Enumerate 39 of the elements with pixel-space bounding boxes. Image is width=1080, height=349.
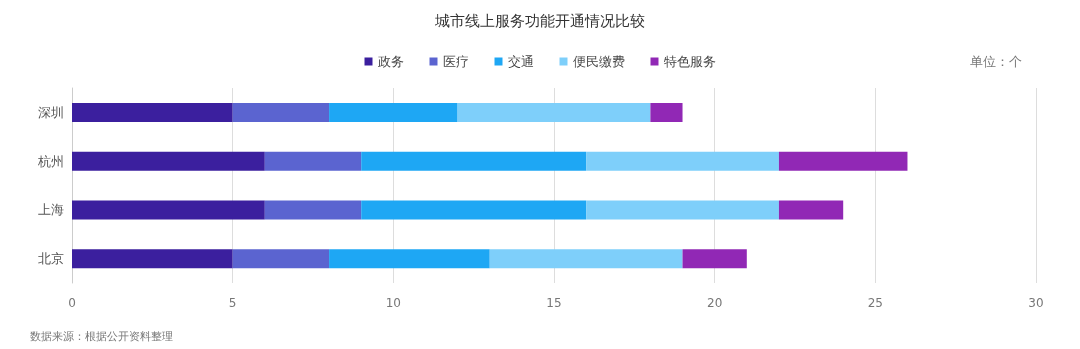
text: 单位：个 (970, 54, 1022, 69)
legend-label: 医疗 (442, 54, 469, 69)
bar (72, 151, 265, 171)
bar (329, 249, 490, 269)
bar (778, 151, 908, 171)
x-tick-label: 10 (385, 296, 401, 310)
bar (232, 249, 330, 269)
chart-title: 城市线上服务功能开通情况比较 (434, 11, 645, 30)
bar (264, 200, 362, 220)
bar (232, 102, 330, 122)
bar (361, 151, 587, 171)
x-tick-label: 25 (867, 296, 883, 310)
bar (682, 249, 747, 269)
bar (72, 249, 233, 269)
x-tick-label: 30 (1028, 296, 1044, 310)
bar (72, 200, 265, 220)
x-tick-label: 20 (707, 296, 723, 310)
source-note: 数据来源：根据公开资料整理 (30, 329, 173, 342)
legend-label: 交通 (507, 54, 534, 69)
legend-label: 政务 (377, 54, 404, 69)
bar (778, 200, 844, 220)
bar (457, 102, 651, 122)
bar (72, 102, 233, 122)
y-tick-label: 北京 (38, 251, 64, 267)
legend-label: 便民缴费 (572, 54, 625, 69)
legend-label: 特色服务 (663, 54, 716, 69)
x-tick-label: 0 (68, 296, 76, 310)
x-tick-label: 15 (546, 296, 562, 310)
y-tick-label: 上海 (38, 202, 64, 218)
x-tick-label: 5 (228, 296, 237, 310)
y-tick-label: 杭州 (37, 153, 64, 169)
bar (586, 200, 779, 220)
bar (650, 102, 683, 122)
bar (329, 102, 458, 122)
bar (489, 249, 683, 269)
bar (361, 200, 587, 220)
bar (586, 151, 779, 171)
bar (264, 151, 362, 171)
y-tick-label: 深圳 (38, 104, 64, 120)
